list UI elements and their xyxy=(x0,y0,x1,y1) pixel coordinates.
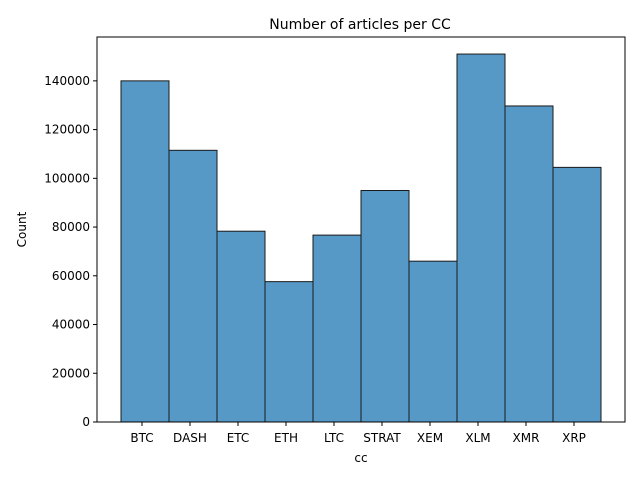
bar-xrp xyxy=(552,166,602,423)
y-tick-label: 120000 xyxy=(44,123,90,137)
bar-strat xyxy=(360,190,410,423)
x-tick-label: DASH xyxy=(173,431,207,445)
bar-etc xyxy=(216,230,266,423)
bar-xmr xyxy=(504,105,554,423)
x-tick-label: LTC xyxy=(324,431,344,445)
y-tick-label: 80000 xyxy=(52,220,90,234)
x-tick-label: XLM xyxy=(465,431,490,445)
x-tick-label: ETH xyxy=(274,431,298,445)
y-axis-label: Count xyxy=(15,211,29,247)
x-tick-label: XEM xyxy=(417,431,443,445)
x-tick-label: XRP xyxy=(562,431,586,445)
x-tick-label: STRAT xyxy=(363,431,401,445)
y-tick-label: 140000 xyxy=(44,74,90,88)
y-tick-label: 20000 xyxy=(52,366,90,380)
y-tick-label: 60000 xyxy=(52,269,90,283)
y-tick-label: 40000 xyxy=(52,318,90,332)
bars-group xyxy=(120,53,602,423)
x-axis-label: cc xyxy=(354,451,367,465)
bar-eth xyxy=(264,281,314,423)
y-axis-ticks: 0 20000 40000 60000 80000 100000 120000 140000 xyxy=(44,74,97,429)
bar-dash xyxy=(168,149,218,423)
plot-frame xyxy=(96,36,626,423)
chart-title: Number of articles per CC xyxy=(269,17,451,33)
y-tick-label: 100000 xyxy=(44,171,90,185)
bar-ltc xyxy=(312,234,362,423)
x-tick-label: ETC xyxy=(227,431,250,445)
bar-xlm xyxy=(456,53,506,423)
bar-btc xyxy=(120,80,170,423)
y-tick-label: 0 xyxy=(82,415,90,429)
bar-xem xyxy=(408,260,458,423)
x-axis-ticks: BTC DASH ETC ETH LTC STRAT XEM XLM XMR XRP xyxy=(130,422,586,445)
x-tick-label: BTC xyxy=(130,431,153,445)
x-tick-label: XMR xyxy=(513,431,540,445)
